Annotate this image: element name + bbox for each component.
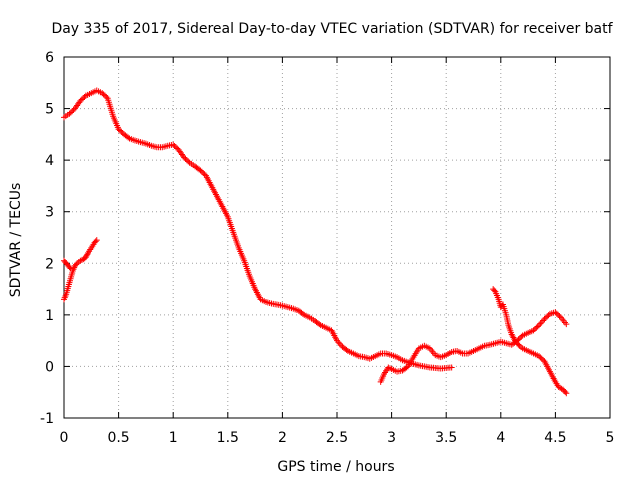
data-point bbox=[185, 158, 192, 165]
data-point bbox=[556, 313, 563, 320]
data-point bbox=[518, 333, 525, 340]
x-tick-label: 0.5 bbox=[107, 430, 129, 446]
y-tick-label: 5 bbox=[45, 102, 54, 118]
data-point bbox=[201, 171, 208, 178]
data-points bbox=[61, 87, 570, 397]
data-point bbox=[533, 324, 540, 331]
data-point bbox=[125, 134, 132, 141]
chart-title: Day 335 of 2017, Sidereal Day-to-day VTE… bbox=[51, 21, 613, 37]
data-point bbox=[316, 321, 323, 328]
data-point bbox=[73, 261, 80, 268]
x-tick-label: 1 bbox=[169, 430, 178, 446]
data-point bbox=[82, 254, 89, 261]
data-point bbox=[491, 287, 498, 294]
data-point bbox=[83, 252, 90, 259]
data-point bbox=[540, 317, 547, 324]
data-point bbox=[67, 109, 74, 116]
data-point bbox=[555, 311, 562, 318]
data-point bbox=[538, 319, 545, 326]
x-tick-label: 4 bbox=[496, 430, 505, 446]
data-point bbox=[100, 91, 107, 98]
x-tick-label: 5 bbox=[606, 430, 615, 446]
x-tick-label: 1.5 bbox=[217, 430, 239, 446]
data-point bbox=[170, 141, 177, 148]
data-point bbox=[299, 310, 306, 317]
y-axis-label: SDTVAR / TECUs bbox=[8, 183, 24, 298]
data-point bbox=[115, 126, 122, 133]
y-tick-label: 2 bbox=[45, 256, 54, 272]
x-tick-label: 4.5 bbox=[544, 430, 566, 446]
data-point bbox=[116, 127, 123, 134]
x-tick-labels: 0 0.5 1 1.5 2 2.5 3 3.5 4 4.5 5 bbox=[60, 430, 615, 446]
data-point bbox=[67, 265, 74, 272]
grid-layer bbox=[64, 57, 610, 418]
data-point bbox=[66, 110, 73, 117]
data-point bbox=[537, 320, 544, 327]
x-tick-label: 3.5 bbox=[435, 430, 457, 446]
data-point bbox=[84, 251, 91, 258]
data-point bbox=[448, 364, 455, 371]
x-tick-label: 0 bbox=[60, 430, 69, 446]
data-point bbox=[537, 354, 544, 361]
data-point bbox=[544, 313, 551, 320]
data-point bbox=[540, 356, 547, 363]
y-tick-label: -1 bbox=[40, 411, 54, 427]
y-tick-label: 3 bbox=[45, 205, 54, 221]
data-point bbox=[182, 155, 189, 162]
data-point bbox=[542, 314, 549, 321]
data-point bbox=[171, 142, 178, 149]
data-point bbox=[99, 90, 106, 97]
data-point bbox=[200, 170, 207, 177]
data-point bbox=[80, 95, 87, 102]
y-tick-label: 4 bbox=[45, 153, 54, 169]
plot-frame bbox=[63, 56, 611, 419]
data-point bbox=[536, 353, 543, 360]
data-point bbox=[562, 389, 569, 396]
data-point bbox=[198, 168, 205, 175]
data-point bbox=[69, 108, 76, 115]
data-point bbox=[553, 310, 560, 317]
data-point bbox=[66, 264, 73, 271]
data-point bbox=[563, 390, 570, 397]
data-point bbox=[538, 355, 545, 362]
data-point bbox=[515, 341, 522, 348]
data-point bbox=[93, 237, 100, 244]
x-axis-label: GPS time / hours bbox=[277, 459, 394, 475]
data-point bbox=[92, 238, 99, 245]
axis-layer bbox=[63, 56, 611, 419]
y-tick-label: 1 bbox=[45, 308, 54, 324]
data-point bbox=[78, 96, 85, 103]
data-point bbox=[118, 128, 125, 135]
data-point bbox=[552, 309, 559, 316]
data-point bbox=[81, 93, 88, 100]
data-point bbox=[336, 340, 343, 347]
data-point bbox=[531, 326, 538, 333]
data-point bbox=[183, 157, 190, 164]
data-point bbox=[530, 327, 537, 334]
x-tick-label: 3 bbox=[387, 430, 396, 446]
data-point bbox=[101, 92, 108, 99]
y-tick-label: 6 bbox=[45, 50, 54, 66]
data-point bbox=[172, 144, 179, 151]
y-tick-label: 0 bbox=[45, 359, 54, 375]
data-point bbox=[545, 312, 552, 319]
y-tick-labels: -1 0 1 2 3 4 5 6 bbox=[40, 50, 54, 427]
data-point bbox=[563, 321, 570, 328]
data-point bbox=[343, 346, 350, 353]
data-point bbox=[516, 335, 523, 342]
x-tick-label: 2.5 bbox=[326, 430, 348, 446]
data-point bbox=[103, 93, 110, 100]
data-point bbox=[541, 315, 548, 322]
data-point bbox=[77, 97, 84, 104]
data-point bbox=[197, 167, 204, 174]
data-point bbox=[534, 323, 541, 330]
data-point bbox=[181, 154, 188, 161]
x-tick-label: 2 bbox=[278, 430, 287, 446]
